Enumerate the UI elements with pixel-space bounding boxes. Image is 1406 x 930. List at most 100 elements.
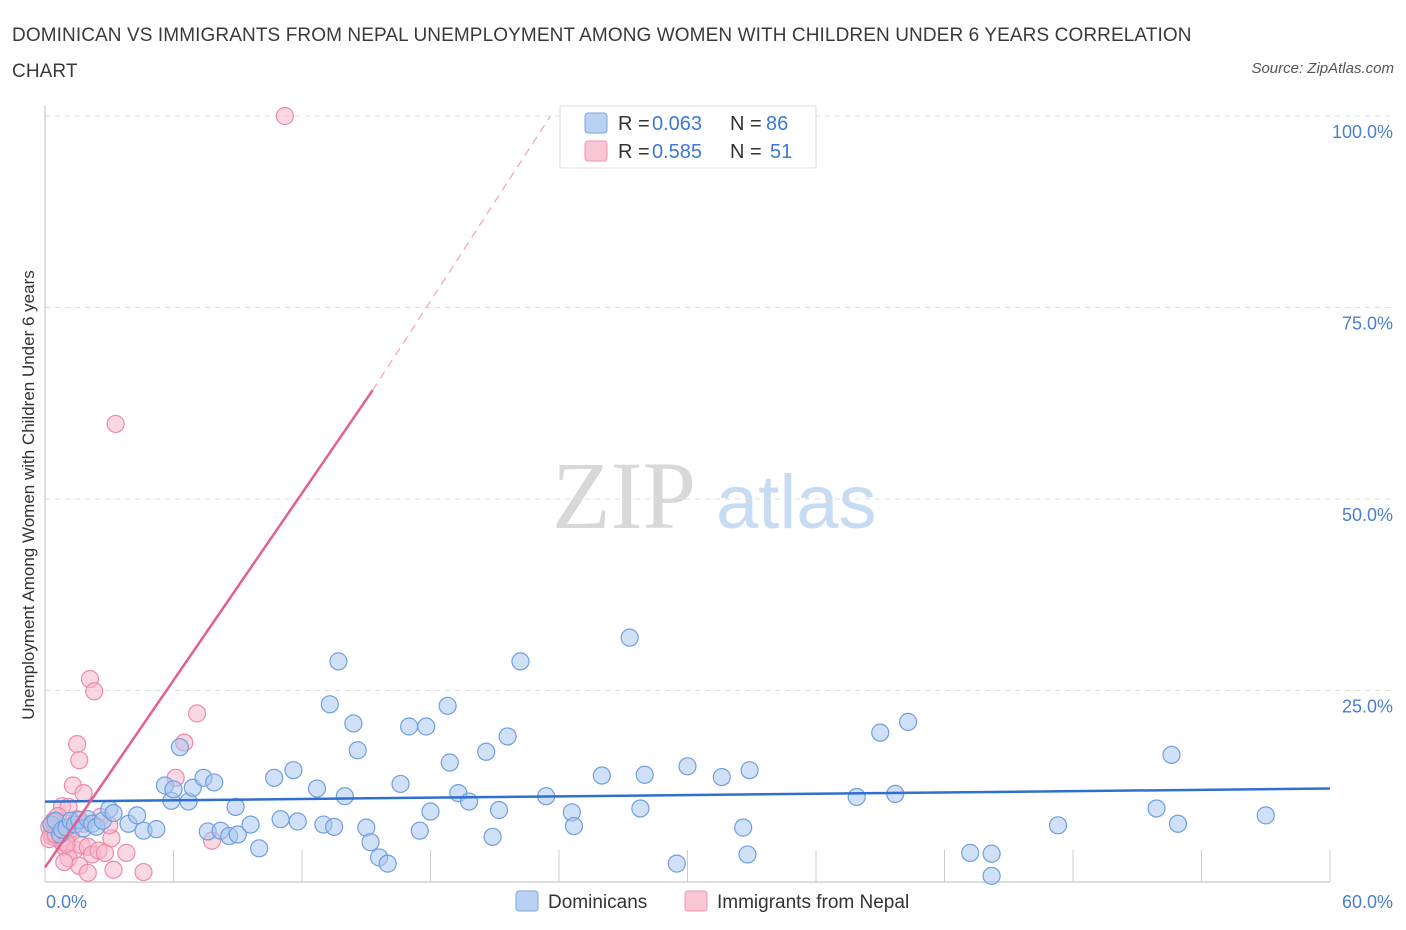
y-tick-labels: 25.0% 50.0% 75.0% 100.0% <box>1332 122 1393 717</box>
nepal-point-0 <box>275 106 294 126</box>
dominicans-point-72 <box>678 757 697 776</box>
dominicans-point-27 <box>205 773 224 792</box>
dominicans-point-56 <box>440 753 459 772</box>
x-tick-labels: 0.0% 60.0% <box>46 892 1393 912</box>
legend-swatch-dominicans <box>584 112 608 134</box>
nepal-point-10 <box>74 784 93 803</box>
series-immigrants-from-nepal <box>40 106 294 882</box>
dominicans-point-66 <box>564 816 584 836</box>
dominicans-point-18 <box>147 820 166 839</box>
y-tick-label-2: 75.0% <box>1342 314 1393 334</box>
nepal-trend-line <box>43 389 374 869</box>
y-tick-label-1: 50.0% <box>1342 505 1393 525</box>
dominicans-point-58 <box>459 792 479 811</box>
x-tick-label-1: 60.0% <box>1342 892 1393 912</box>
dominicans-point-61 <box>489 800 509 820</box>
dominicans-point-62 <box>498 727 517 746</box>
dominicans-point-34 <box>265 768 284 787</box>
dominicans-point-82 <box>982 844 1001 863</box>
nepal-point-39 <box>134 862 153 882</box>
legend-n-label-1: N = <box>730 113 762 135</box>
nepal-point-36 <box>78 863 97 882</box>
legend-r-label-2: R = <box>618 141 650 163</box>
x-tick-label-0: 0.0% <box>46 892 87 912</box>
y-axis-label: Unemployment Among Women with Children U… <box>19 270 38 719</box>
dominicans-point-55 <box>438 696 457 715</box>
chart-title: DOMINICAN VS IMMIGRANTS FROM NEPAL UNEMP… <box>12 25 1192 82</box>
trend-lines <box>43 115 1331 869</box>
dominicans-point-52 <box>410 821 429 840</box>
dominicans-point-33 <box>250 839 269 858</box>
dominicans-point-44 <box>344 714 363 733</box>
dominicans-point-85 <box>1147 799 1166 818</box>
dominicans-trend-line <box>44 787 1331 803</box>
nepal-point-1 <box>106 414 125 434</box>
source-credit: Source: ZipAtlas.com <box>1251 60 1394 77</box>
dominicans-point-87 <box>1168 814 1188 833</box>
dominicans-point-86 <box>1162 745 1181 764</box>
stats-legend: R = 0.063 N = 86 R = 0.585 N = 51 <box>559 105 817 169</box>
watermark-zip: ZIP <box>552 442 696 549</box>
dominicans-point-53 <box>417 717 436 736</box>
dominicans-point-77 <box>847 787 866 807</box>
legend-r-value-2: 0.585 <box>652 141 702 163</box>
dominicans-point-36 <box>284 761 303 780</box>
series-dominicans <box>42 628 1275 885</box>
dominicans-point-78 <box>871 723 890 742</box>
dominicans-point-84 <box>1048 816 1068 835</box>
dominicans-point-80 <box>898 712 918 732</box>
legend-r-label-1: R = <box>618 113 650 135</box>
bottom-legend-label-nepal: Immigrants from Nepal <box>717 892 909 913</box>
dominicans-point-37 <box>288 812 307 831</box>
dominicans-point-42 <box>329 652 348 671</box>
dominicans-point-30 <box>226 797 245 817</box>
legend-swatch-nepal <box>584 140 608 162</box>
dominicans-point-71 <box>667 854 686 873</box>
dominicans-point-14 <box>104 803 123 823</box>
dominicans-point-59 <box>477 742 496 761</box>
y-tick-label-3: 100.0% <box>1332 122 1393 142</box>
legend-n-label-2: N = <box>730 141 762 163</box>
series-legend: Dominicans Immigrants from Nepal <box>515 890 909 913</box>
dominicans-point-50 <box>391 774 410 794</box>
dominicans-point-21 <box>164 780 183 799</box>
dominicans-point-88 <box>1256 806 1275 825</box>
nepal-point-37 <box>104 860 123 879</box>
dominicans-point-67 <box>592 766 611 785</box>
nepal-point-6 <box>68 735 87 754</box>
nepal-point-3 <box>85 682 104 701</box>
nepal-point-4 <box>187 704 207 723</box>
dominicans-point-17 <box>127 806 147 825</box>
nepal-point-7 <box>70 751 89 770</box>
dominicans-point-63 <box>511 652 530 671</box>
dominicans-point-41 <box>325 817 344 836</box>
dominicans-point-32 <box>241 815 260 834</box>
dominicans-point-69 <box>631 799 650 818</box>
dominicans-point-31 <box>228 825 247 844</box>
dominicans-point-47 <box>361 833 380 852</box>
legend-n-value-2: 51 <box>770 141 792 163</box>
bottom-legend-swatch-nepal <box>684 890 708 912</box>
y-tick-label-0: 25.0% <box>1342 697 1393 717</box>
axes <box>44 106 1331 883</box>
bottom-legend-swatch-dominicans <box>515 890 539 912</box>
dominicans-point-49 <box>378 854 397 873</box>
dominicans-point-45 <box>348 741 367 760</box>
dominicans-point-43 <box>335 787 354 806</box>
dominicans-point-51 <box>399 717 419 736</box>
dominicans-point-60 <box>483 827 502 846</box>
watermark-atlas: atlas <box>716 460 877 545</box>
legend-r-value-1: 0.063 <box>652 113 702 135</box>
watermark: ZIP atlas <box>552 442 877 549</box>
dominicans-point-76 <box>740 761 759 780</box>
legend-n-value-1: 86 <box>766 113 788 135</box>
dominicans-point-83 <box>982 866 1001 885</box>
dominicans-point-75 <box>738 845 757 864</box>
grid <box>45 115 1390 691</box>
nepal-trend-extension <box>372 115 551 391</box>
dominicans-point-73 <box>712 767 731 787</box>
nepal-point-35 <box>55 852 74 872</box>
dominicans-point-22 <box>170 738 190 757</box>
dominicans-point-54 <box>421 802 440 821</box>
